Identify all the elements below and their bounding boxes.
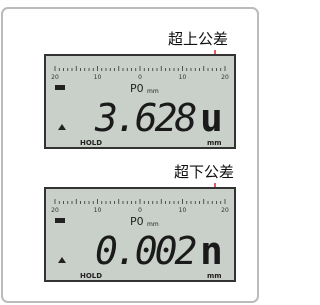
scale-label: 20 (221, 74, 229, 81)
battery-icon (55, 85, 65, 90)
scale-label: 10 (94, 207, 102, 214)
scale-label: 10 (179, 74, 187, 81)
figure: 超上公差 20 10 0 10 20 P0 mm 3.628 u HOLD mm 超下公… (0, 0, 261, 305)
indicator: n (200, 229, 223, 273)
page: 超上公差 20 10 0 10 20 P0 mm 3.628 u HOLD mm 超下公… (0, 0, 261, 305)
scale-label: 20 (51, 207, 59, 214)
scale-label: 20 (221, 207, 229, 214)
mode: P0 (130, 82, 144, 95)
battery-icon (55, 218, 65, 223)
scale-label: 0 (138, 207, 142, 214)
scale-label: 10 (179, 207, 187, 214)
annotation: 超下公差 (174, 163, 234, 181)
reading: 0.002 (95, 229, 196, 273)
hold: HOLD (80, 139, 102, 147)
annotation: 超上公差 (168, 30, 228, 48)
reading: 3.628 (94, 96, 196, 140)
unit: mm (207, 139, 222, 147)
unit: mm (207, 272, 222, 280)
scale-label: 0 (138, 74, 142, 81)
unit-small: mm (147, 88, 159, 95)
mode: P0 (130, 215, 144, 228)
hold: HOLD (80, 272, 102, 280)
unit-small: mm (147, 221, 159, 228)
scale-label: 20 (51, 74, 59, 81)
scale-label: 10 (94, 74, 102, 81)
indicator: u (200, 96, 223, 140)
